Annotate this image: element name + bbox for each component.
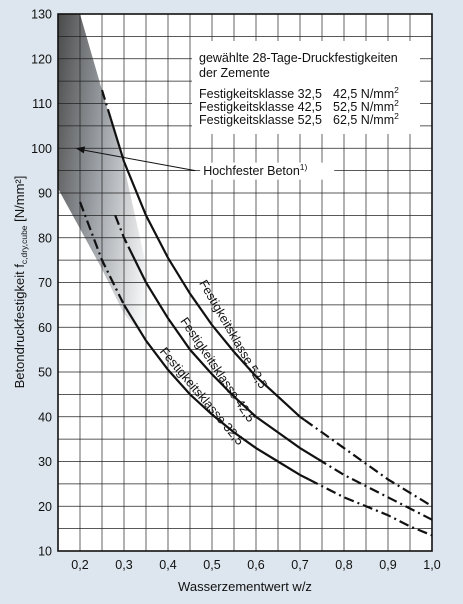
legend-row-1-name: Festigkeitsklasse 32,5 [199,87,322,101]
y-axis-title: Betondruckfestigkeit fc,dry,cube [N/mm²] [12,176,29,389]
legend-row-2-exponent: 2 [394,98,399,108]
series-line-festigkeitsklasse-52-5-dashed-start [100,89,112,120]
shaded-region-layer [58,14,168,364]
hochfester-beton-arrowhead [75,146,86,154]
series-line-festigkeitsklasse-52-5-dashed-end [303,418,433,508]
y-tick-label: 70 [38,276,52,290]
x-tick-label: 0,9 [379,558,396,572]
y-tick-label: 10 [38,545,52,559]
x-tick-label: 1,0 [423,558,440,572]
legend-box-frame [192,41,420,134]
plot-frame [57,13,433,552]
high-strength-shaded-region [58,14,168,364]
series-line-festigkeitsklasse-32-5 [123,304,310,481]
series-line-festigkeitsklasse-52-5 [109,118,306,421]
x-tick-label: 0,7 [291,558,308,572]
legend-box: gewählte 28-Tage-Druckfestigkeiten der Z… [192,41,420,134]
x-tick-label: 0,3 [115,558,132,572]
y-tick-label: 100 [31,142,52,156]
x-tick-label: 0,8 [335,558,352,572]
hochfester-beton-annotation: Hochfester Beton1) [75,146,335,180]
tick-label-layer: 0,2 0,3 0,4 0,5 0,6 0,7 0,8 0,9 1,0 10 20 30 40 50 60 7… [31,8,441,573]
y-tick-label: 120 [31,52,52,66]
y-tick-label: 90 [38,187,52,201]
legend-row-3-name: Festigkeitsklasse 52,5 [199,113,322,127]
x-tick-label: 0,6 [247,558,264,572]
legend-row-2-name: Festigkeitsklasse 42,5 [199,100,322,114]
legend-row-3-exponent: 2 [394,111,399,121]
hochfester-beton-label-bg [200,162,335,180]
hochfester-beton-label: Hochfester Beton1) [203,162,307,178]
y-tick-label: 60 [38,321,52,335]
series-line-festigkeitsklasse-32-5-dashed-start [78,201,125,306]
y-tick-label: 20 [38,500,52,514]
x-axis-title: Wasserzementwert w/z [178,579,312,594]
y-tick-label: 80 [38,231,52,245]
x-tick-label: 0,4 [159,558,176,572]
legend-row-3-value: 62,5 N/mm2 [333,111,399,127]
legend-title-line2: der Zemente [199,66,270,80]
series-line-festigkeitsklasse-42-5-dashed-start [114,214,130,248]
series-line-festigkeitsklasse-42-5 [127,246,319,460]
y-tick-label: 130 [31,8,52,22]
y-tick-label: 40 [38,410,52,424]
legend-row-1-exponent: 2 [394,85,399,95]
series-line-festigkeitsklasse-32-5-dashed-end [308,478,433,537]
legend-row-2-value: 52,5 N/mm2 [333,98,399,114]
series-line-festigkeitsklasse-42-5-dashed-end [317,457,433,521]
x-tick-label: 0,2 [71,558,88,572]
y-tick-label: 30 [38,455,52,469]
legend-row-1-value: 42,5 N/mm2 [333,85,399,101]
y-tick-label: 50 [38,366,52,380]
legend-title-line1: gewählte 28-Tage-Druckfestigkeiten [199,51,398,65]
y-tick-label: 110 [32,97,52,111]
y-axis-title-subscript: c,dry,cube [19,225,29,264]
x-tick-label: 0,5 [203,558,220,572]
hochfester-beton-arrow [81,149,196,172]
hochfester-beton-footnote: 1) [300,162,308,172]
